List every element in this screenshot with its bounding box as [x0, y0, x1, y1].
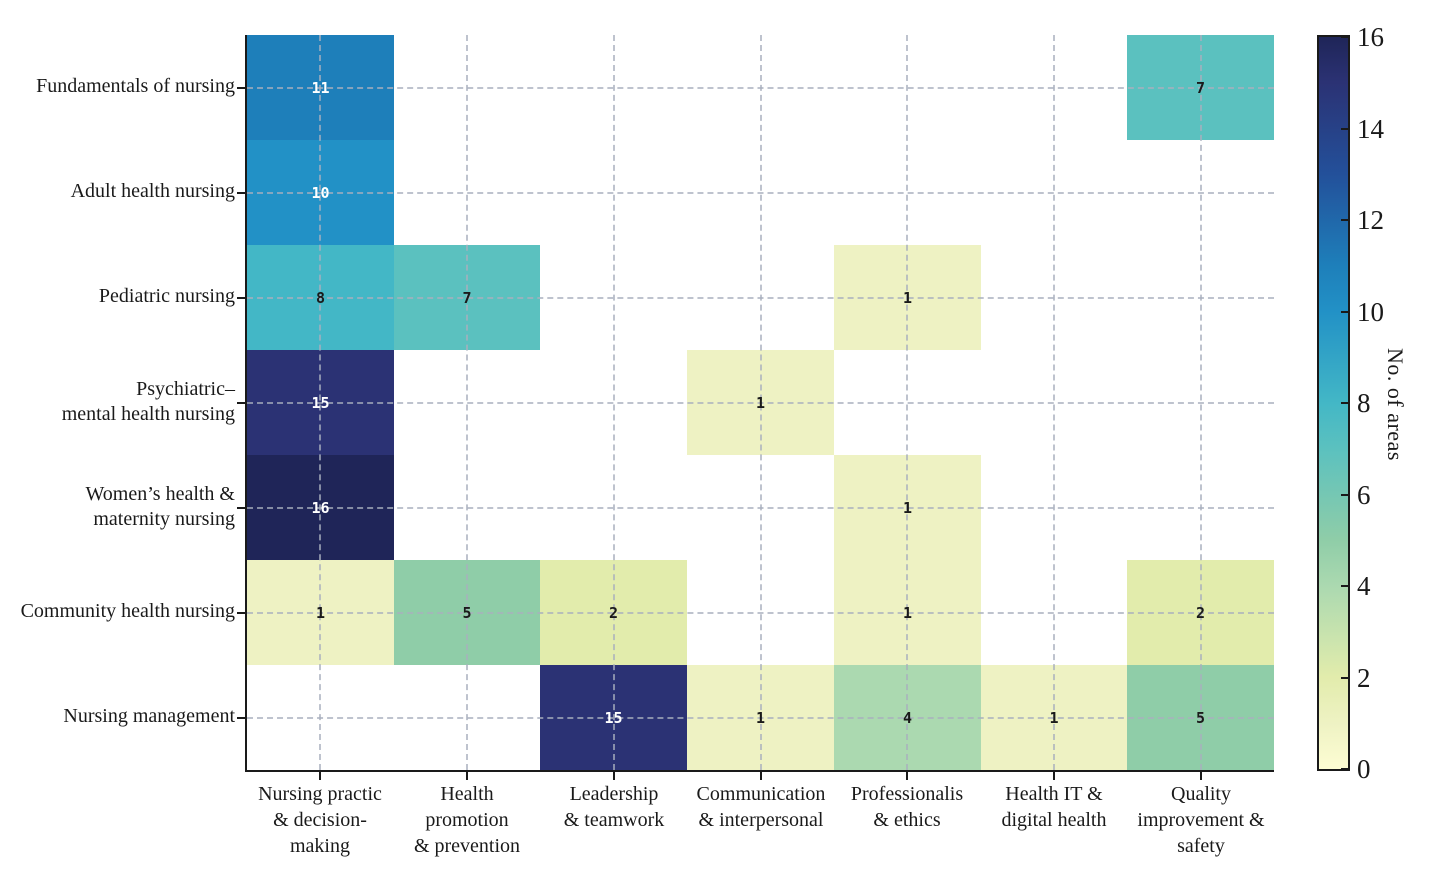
colorbar-tick: [1341, 768, 1348, 770]
cell-value: 5: [1195, 708, 1206, 727]
grid-hline: [247, 612, 1274, 614]
colorbar-tick: [1341, 494, 1348, 496]
y-axis-label: Pediatric nursing: [98, 285, 235, 307]
colorbar-tick-label: 2: [1357, 663, 1371, 693]
cell-value: 5: [462, 603, 472, 622]
y-axis-label: Fundamentals of nursing: [36, 75, 235, 97]
x-axis-label: Quality improvement & safety: [1137, 783, 1265, 857]
x-axis-label: Nursing practic & decision-making: [258, 783, 382, 857]
colorbar-axis-label: No. of areas: [1383, 348, 1408, 461]
x-axis-label: Communication & interpersonal: [696, 783, 826, 831]
y-tick: [237, 507, 245, 509]
colorbar-tick-label: 10: [1357, 297, 1384, 327]
colorbar-tick: [1341, 128, 1348, 130]
grid-hline: [247, 717, 1274, 719]
colorbar-tick: [1341, 402, 1348, 404]
colorbar-tick-label: 16: [1357, 22, 1384, 52]
x-tick: [906, 772, 908, 780]
grid-hline: [247, 192, 1274, 194]
y-axis-label: Psychiatric– mental health nursing: [61, 378, 235, 425]
cell-value: 2: [608, 603, 619, 622]
cell-value: 7: [462, 288, 472, 307]
x-tick: [613, 772, 615, 780]
y-axis-label: Nursing management: [63, 705, 235, 727]
x-axis-label: Leadership & teamwork: [563, 783, 665, 831]
x-tick: [760, 772, 762, 780]
colorbar-tick-label: 8: [1357, 388, 1371, 418]
colorbar-tick: [1341, 311, 1348, 313]
cell-value: 2: [1195, 603, 1206, 622]
x-tick: [1200, 772, 1202, 780]
x-axis-label: Professionalis & ethics: [850, 783, 964, 831]
x-tick: [319, 772, 321, 780]
cell-value: 1: [902, 603, 913, 622]
y-tick: [237, 297, 245, 299]
y-tick: [237, 717, 245, 719]
grid-hline: [247, 297, 1274, 299]
x-tick: [466, 772, 468, 780]
y-tick: [237, 192, 245, 194]
plot-area: 11 7 10 8 7 1 15 1 16 1 1 5 2 1 2 15 1 4 1 5: [245, 35, 1274, 772]
colorbar-tick: [1341, 219, 1348, 221]
colorbar-tick-label: 0: [1357, 754, 1371, 784]
colorbar-tick-label: 6: [1357, 480, 1371, 510]
y-axis-label: Community health nursing: [20, 600, 235, 622]
grid-hline: [247, 507, 1274, 509]
cell-value: 15: [311, 393, 330, 412]
cell-value: 4: [902, 708, 913, 727]
colorbar-tick: [1341, 36, 1348, 38]
y-tick: [237, 402, 245, 404]
cell-value: 1: [755, 708, 766, 727]
y-tick: [237, 612, 245, 614]
grid-hline: [247, 87, 1274, 89]
cell-value: 1: [315, 603, 326, 622]
y-tick: [237, 87, 245, 89]
colorbar-tick: [1341, 677, 1348, 679]
cell-value: 7: [1195, 78, 1206, 97]
y-axis-label: Women’s health & maternity nursing: [85, 483, 235, 530]
colorbar-tick-label: 14: [1357, 114, 1384, 144]
cell-value: 1: [902, 498, 913, 517]
x-tick: [1053, 772, 1055, 780]
grid-hline: [247, 402, 1274, 404]
cell-value: 1: [1049, 708, 1059, 727]
colorbar-tick: [1341, 585, 1348, 587]
cell-value: 11: [311, 78, 330, 97]
cell-value: 16: [311, 498, 330, 517]
cell-value: 1: [902, 288, 913, 307]
x-axis-label: Health promotion & prevention: [413, 783, 521, 857]
colorbar-tick-label: 4: [1357, 571, 1371, 601]
cell-value: 10: [311, 183, 330, 202]
colorbar-tick-label: 12: [1357, 205, 1384, 235]
cell-value: 8: [315, 288, 326, 307]
y-axis-label: Adult health nursing: [70, 180, 235, 202]
cell-value: 1: [755, 393, 766, 412]
x-axis-label: Health IT & digital health: [1001, 783, 1107, 831]
cell-value: 15: [604, 708, 623, 727]
